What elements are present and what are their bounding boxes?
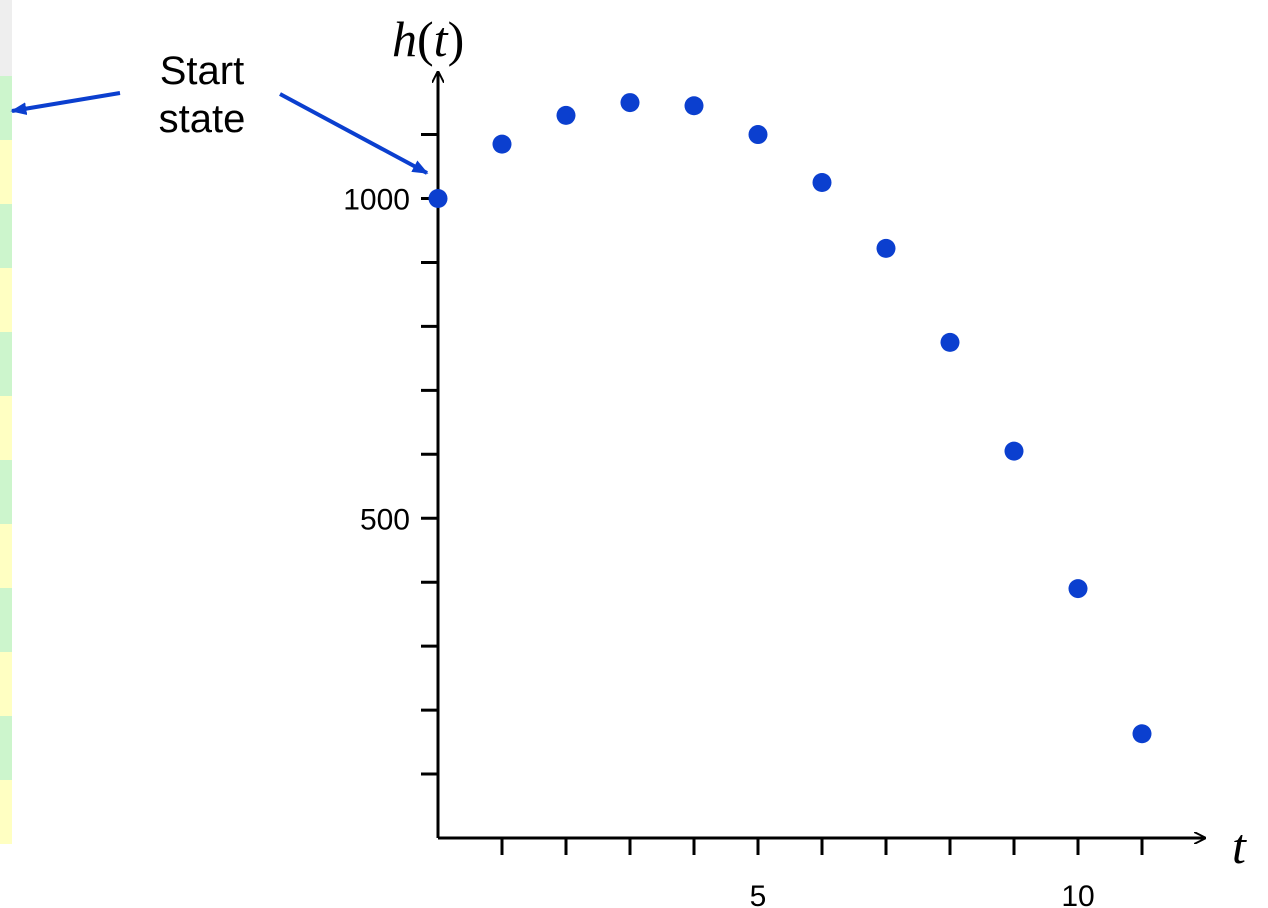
y-tick-label: 500 [360,503,410,536]
x-axis-label: t [1232,818,1247,874]
annotation-arrow-left [10,91,121,115]
y-ticks [421,133,438,776]
data-point [1132,724,1152,744]
data-point [684,96,704,116]
y-axis-label: h(t) [392,11,464,67]
x-tick-label: 10 [1061,880,1094,908]
side-strip-band [0,204,12,268]
side-strip-band [0,396,12,460]
data-point [748,125,768,145]
side-strip-band [0,524,12,588]
side-strip-band [0,0,12,76]
side-strip-band [0,76,12,140]
data-point [428,189,448,208]
y-label-func: h [392,11,417,67]
data-point [492,134,512,154]
x-ticks [500,838,1144,855]
x-tick-labels: 5 10 [750,880,1095,908]
side-strip-band [0,332,12,396]
data-point [812,173,832,193]
data-point [1004,441,1024,461]
data-points [428,93,1152,744]
data-point [556,105,576,125]
data-point [620,93,640,113]
annotation-arrow-to-point [279,92,429,175]
y-label-var: t [434,11,449,67]
annotation-line-2: state [159,97,246,141]
side-strip-band [0,716,12,780]
data-point [1068,579,1088,599]
side-strip-band [0,140,12,204]
annotation-line-1: Start [160,49,244,93]
side-color-strip [0,0,12,844]
y-label-paren-open: ( [417,11,434,67]
y-tick-labels: 500 1000 [343,184,410,537]
y-label-paren-close: ) [448,11,465,67]
data-point [940,332,960,352]
x-tick-label: 5 [750,880,767,908]
side-strip-band [0,588,12,652]
side-strip-band [0,460,12,524]
side-strip-band [0,780,12,844]
data-point [876,238,896,258]
y-tick-label: 1000 [343,184,410,217]
side-strip-band [0,268,12,332]
side-strip-band [0,652,12,716]
start-state-annotation: Start state [10,49,429,175]
